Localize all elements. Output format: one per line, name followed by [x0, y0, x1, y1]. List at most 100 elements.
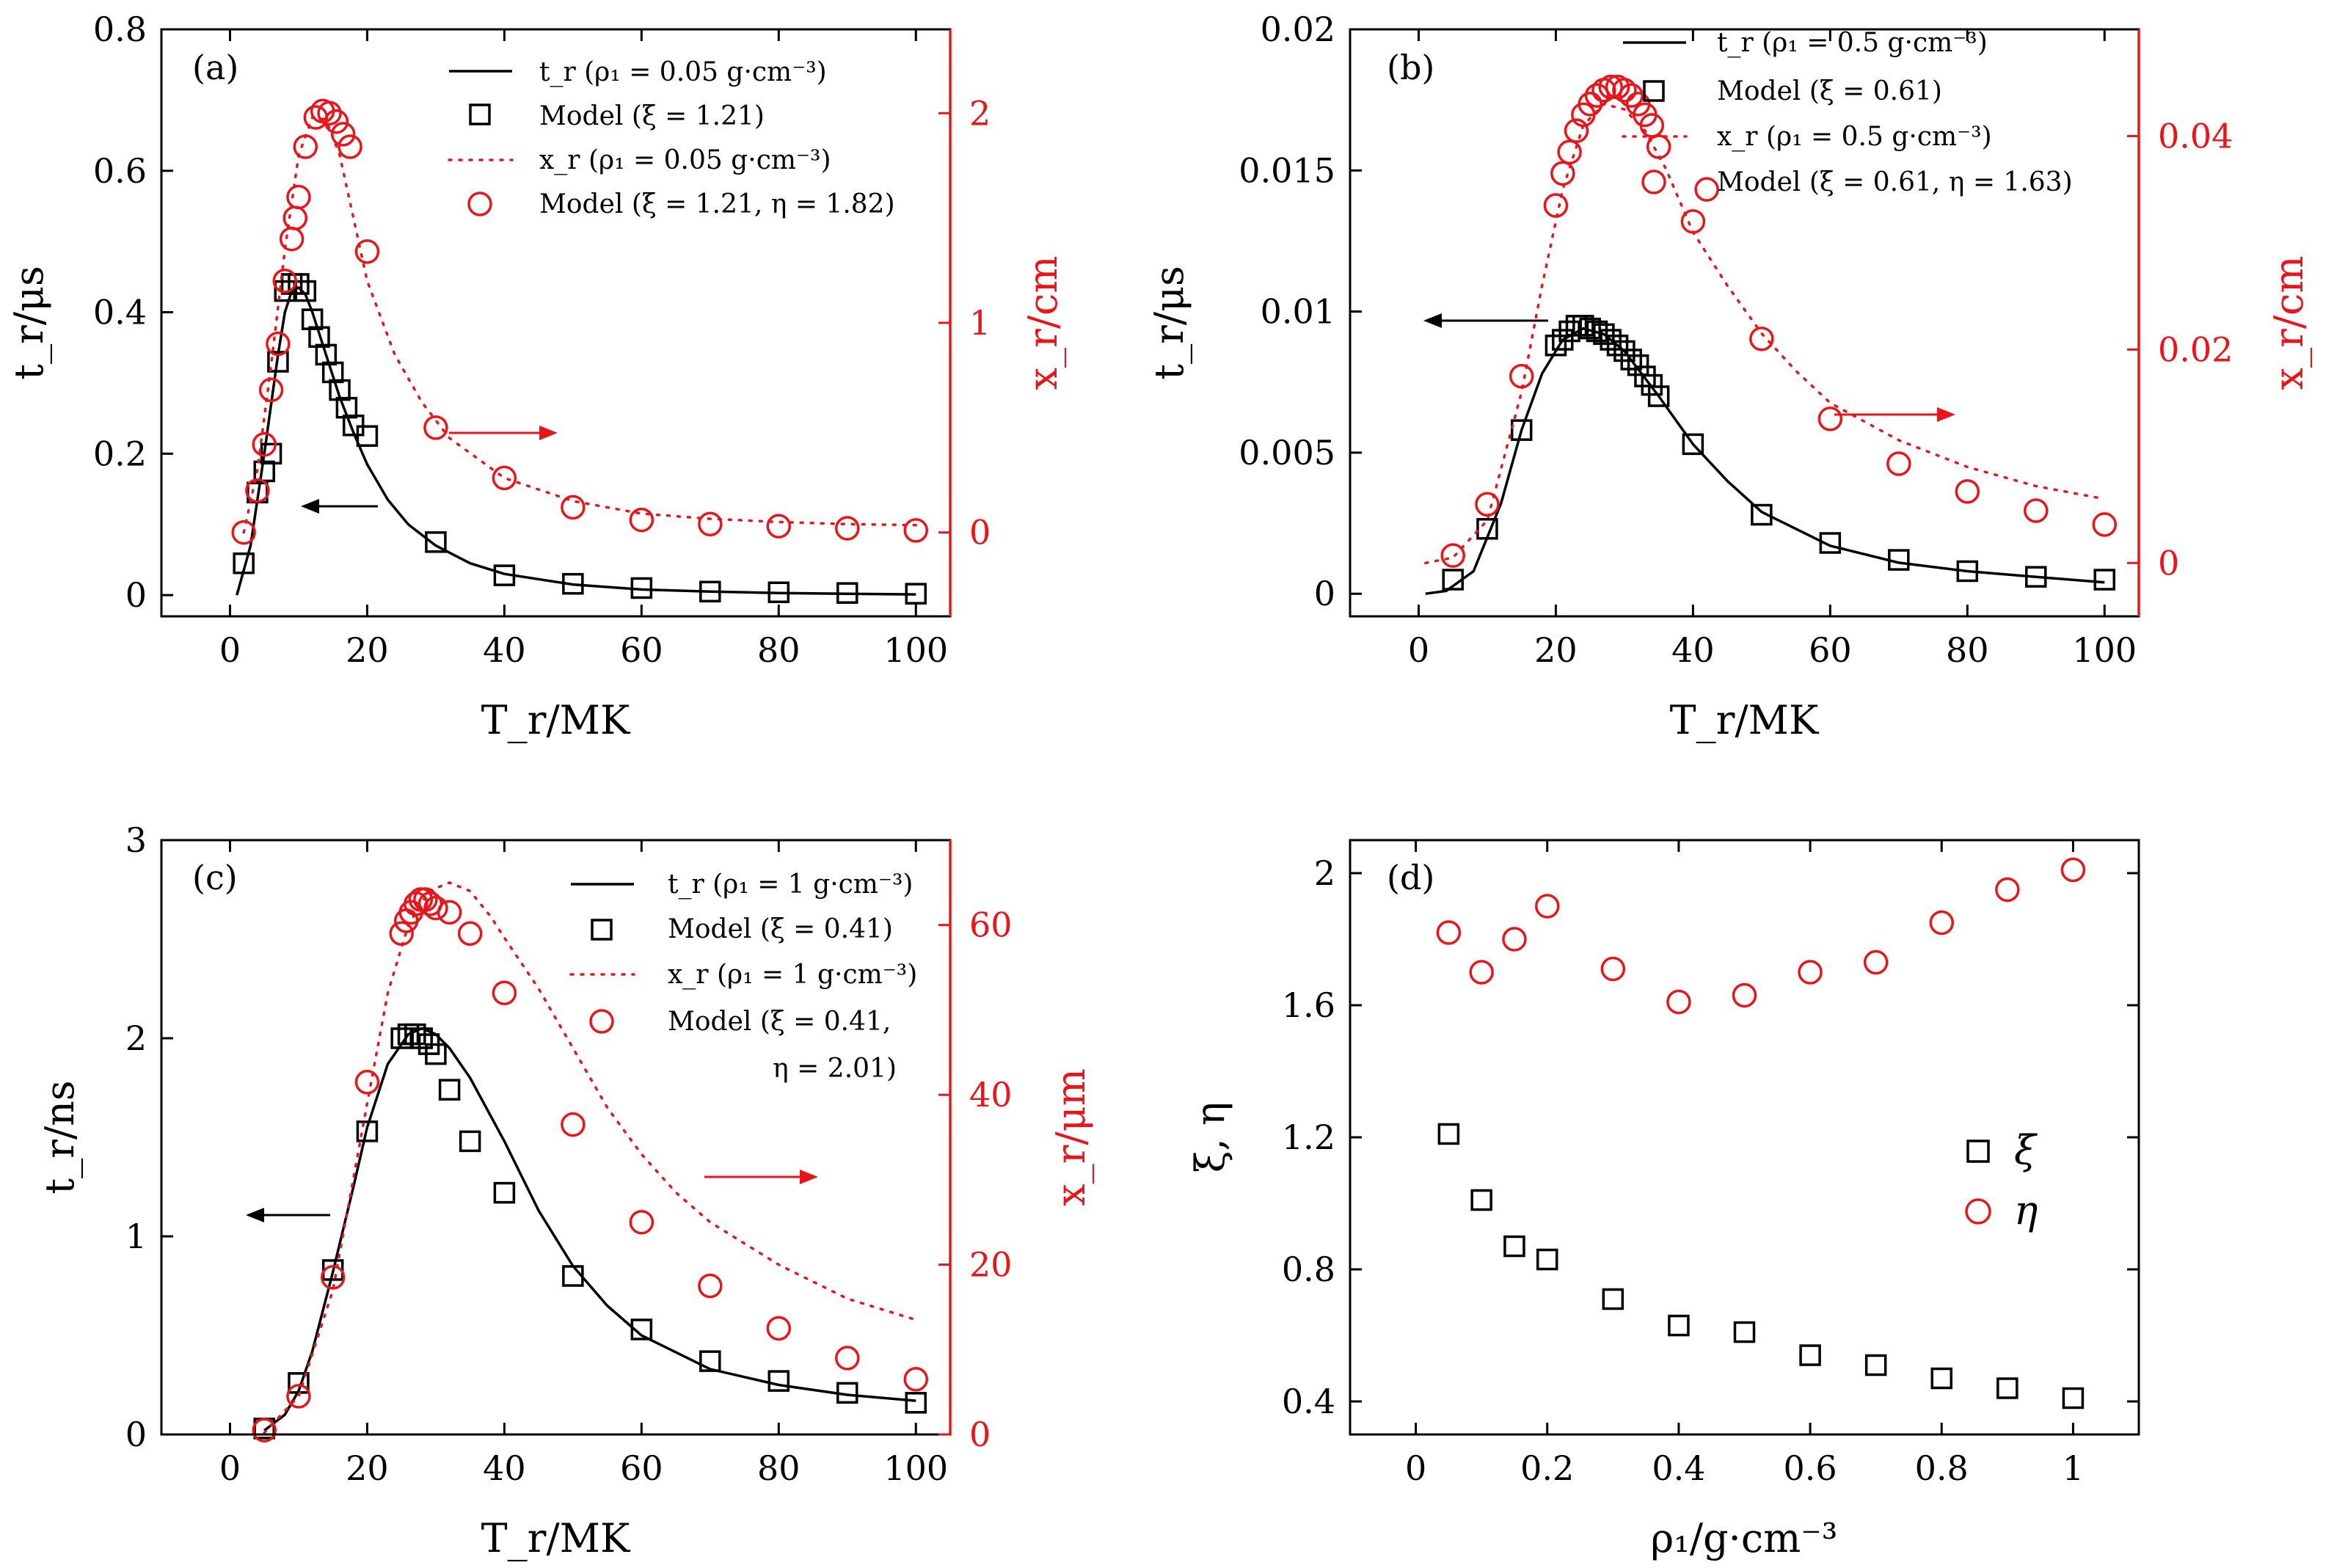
panel-b-frame	[1349, 28, 2140, 618]
panel-b-marks	[1424, 74, 2118, 595]
data-point-square	[356, 1120, 379, 1142]
panel-b-arrows	[1423, 313, 1955, 422]
data-point-circle	[1502, 927, 1527, 952]
data-point-square	[390, 1027, 412, 1049]
data-point-circle	[629, 1209, 654, 1235]
data-point-circle	[903, 518, 929, 543]
data-point-square	[767, 1370, 790, 1392]
data-point-square	[1602, 1288, 1624, 1310]
x-tick-label: 40	[1671, 630, 1715, 670]
data-point-circle	[423, 415, 448, 440]
data-point-circle	[492, 465, 517, 491]
legend-entry-1: Model (ξ = 0.61)	[1717, 76, 1942, 106]
arrow-head	[301, 499, 319, 514]
series-line-solid	[236, 286, 916, 596]
data-point-circle	[1600, 956, 1626, 982]
data-point-square	[2093, 569, 2116, 591]
data-point-square	[260, 442, 282, 465]
y-tick-label-left: 0.8	[93, 10, 147, 49]
data-point-circle	[1680, 209, 1706, 234]
panel-a-label: (a)	[192, 48, 238, 87]
y-tick-label-right: 0.04	[2158, 116, 2233, 156]
data-point-circle	[1509, 363, 1534, 389]
data-point-circle	[2060, 857, 2086, 883]
x-tick-label: 100	[883, 630, 948, 670]
data-point-square	[1606, 335, 1629, 357]
data-point-square	[425, 531, 447, 553]
data-point-square	[836, 582, 858, 604]
data-point-circle	[1535, 894, 1560, 919]
data-point-circle	[492, 980, 517, 1006]
x-tick-label: 20	[346, 1448, 389, 1488]
x-tick-label: 20	[1534, 630, 1578, 670]
panel-a-marks	[231, 98, 929, 605]
data-point-circle	[698, 1273, 723, 1299]
panel-c-axes: 0 20 40 60 80 100 0 1 2 3 0 20 40 60	[125, 820, 1013, 1488]
y-tick-label-left: 0.4	[93, 293, 147, 332]
legend-entry-1: Model (ξ = 0.41)	[668, 914, 893, 944]
data-point-circle	[1798, 960, 1823, 985]
x-tick-label: 0	[1405, 1448, 1426, 1488]
data-point-square	[356, 425, 379, 447]
y-tick-label-left: 1	[125, 1217, 147, 1256]
data-point-square	[288, 273, 310, 295]
data-point-circle	[324, 109, 349, 134]
y-tick-label-left: 2	[1314, 853, 1335, 893]
y-tick-label-left: 1.2	[1282, 1117, 1335, 1157]
data-point-square	[562, 572, 584, 595]
data-point-circle	[1436, 920, 1462, 945]
data-point-circle	[317, 101, 342, 126]
data-point-circle	[1666, 989, 1691, 1015]
data-point-circle	[1564, 118, 1589, 143]
panel-c: 0 20 40 60 80 100 0 1 2 3 0 20 40 60 (c) T_r/MK t_r/n…	[37, 820, 1094, 1561]
panel-b-label: (b)	[1387, 48, 1434, 87]
x-tick-label: 80	[757, 1448, 801, 1488]
panel-a-xlabel: T_r/MK	[481, 697, 631, 743]
data-point-circle	[1732, 982, 1757, 1008]
data-point-circle	[2024, 498, 2049, 523]
data-point-square	[562, 1265, 584, 1287]
data-point-circle	[561, 1112, 586, 1137]
y-tick-label-left: 0.015	[1239, 150, 1335, 190]
legend-entry-2: x_r (ρ₁ = 1 g·cm⁻³)	[668, 960, 917, 990]
data-point-square	[1799, 1344, 1821, 1366]
panel-a-ylabel-left: t_r/μs	[6, 266, 52, 380]
panel-a-arrows	[301, 426, 558, 514]
x-tick-label: 0	[219, 630, 241, 670]
x-tick-label: 1	[2063, 1448, 2084, 1488]
legend-circle-marker	[589, 1009, 614, 1034]
legend-entry-3: Model (ξ = 0.41,	[668, 1007, 891, 1037]
y-tick-label-left: 0.4	[1282, 1382, 1335, 1421]
y-tick-label-left: 1.6	[1282, 985, 1335, 1025]
legend-square-marker	[1966, 1139, 1990, 1163]
x-tick-label: 0	[1408, 630, 1429, 670]
data-point-circle	[303, 105, 329, 130]
x-tick-label: 100	[2072, 630, 2137, 670]
legend-square-marker	[469, 103, 491, 125]
data-point-circle	[423, 895, 448, 921]
panel-a-legend: t_r (ρ₁ = 0.05 g·cm⁻³) Model (ξ = 1.21) …	[448, 57, 895, 219]
data-point-square	[294, 280, 317, 302]
legend-circle-marker	[467, 192, 492, 216]
data-point-square	[274, 280, 296, 302]
data-point-circle	[231, 519, 256, 545]
data-point-square	[1536, 1248, 1558, 1271]
y-tick-label-left: 0.005	[1239, 433, 1335, 473]
panel-d-marks	[1436, 857, 2086, 1410]
data-point-square	[493, 564, 516, 586]
data-point-circle	[437, 900, 462, 925]
panel-c-marks	[252, 881, 929, 1443]
data-point-circle	[1584, 83, 1610, 108]
data-point-square	[1470, 1189, 1492, 1211]
legend-entry-2: x_r (ρ₁ = 0.5 g·cm⁻³)	[1717, 122, 1992, 152]
data-point-circle	[1929, 910, 1954, 936]
data-point-circle	[2092, 512, 2118, 537]
y-tick-label-left: 0.2	[93, 434, 147, 473]
data-point-square	[1819, 532, 1842, 554]
data-point-circle	[629, 507, 654, 533]
data-point-square	[1437, 1123, 1460, 1145]
panel-b-xlabel: T_r/MK	[1670, 697, 1820, 743]
data-point-square	[1545, 335, 1567, 357]
data-point-square	[630, 577, 653, 599]
